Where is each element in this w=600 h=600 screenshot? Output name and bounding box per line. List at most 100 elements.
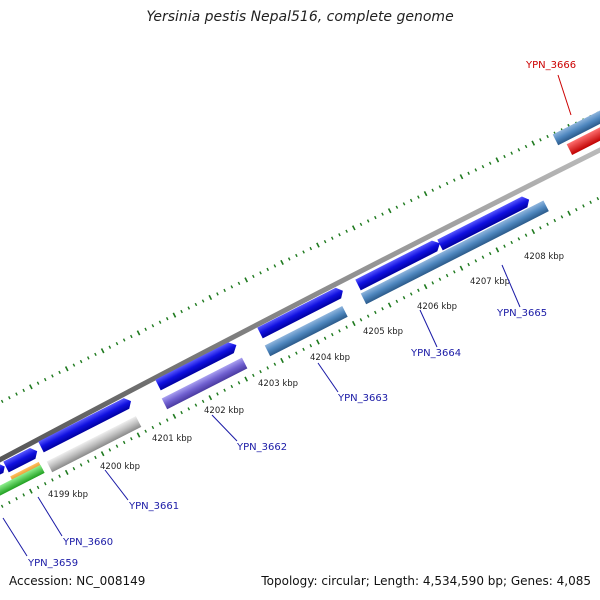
tick-mark (187, 407, 191, 411)
feature-ypn-3660-cds[interactable] (3, 446, 40, 473)
leader-line-ypn-3659 (2, 517, 28, 557)
genome-backbone (0, 147, 600, 463)
feature-ypn-3662-purple[interactable] (161, 357, 248, 410)
kbp-label: 4199 kbp (48, 490, 88, 500)
tick-mark (172, 413, 177, 419)
tick-mark (330, 236, 334, 240)
tick-mark (574, 207, 578, 212)
tick-mark (122, 440, 126, 445)
tick-mark (503, 244, 506, 248)
tick-mark (503, 154, 506, 159)
tick-mark (115, 444, 119, 448)
tick-mark (115, 341, 119, 346)
feature-ypn-3663-cds[interactable] (257, 285, 345, 339)
leader-line-ypn-3664 (419, 309, 438, 348)
feature-ypn-3666-red[interactable] (566, 117, 600, 155)
tick-mark (158, 320, 162, 324)
tick-mark (273, 362, 277, 366)
tick-mark (79, 463, 83, 467)
kbp-label: 4201 kbp (152, 434, 192, 444)
tick-mark (402, 296, 406, 300)
tick-mark (151, 425, 155, 430)
leader-line-ypn-3663 (317, 362, 339, 393)
tick-mark (216, 292, 219, 296)
tick-mark (86, 356, 90, 360)
gene-label-ypn-3666[interactable]: YPN_3666 (525, 60, 576, 71)
tick-mark (287, 355, 291, 359)
gene-label-ypn-3659[interactable]: YPN_3659 (27, 558, 78, 569)
leader-line-ypn-3666 (557, 74, 572, 116)
tick-mark (230, 285, 234, 289)
tick-mark (79, 359, 83, 364)
tick-mark (459, 174, 464, 180)
tick-mark (100, 451, 105, 457)
feature-ypn-3661-grey[interactable] (46, 416, 142, 473)
tick-mark (100, 348, 105, 354)
tick-mark (287, 257, 291, 261)
tick-mark (395, 299, 399, 304)
tick-mark (488, 161, 492, 165)
tick-mark (194, 403, 198, 407)
tick-mark (266, 366, 270, 370)
tick-mark (316, 339, 320, 345)
tick-mark (280, 259, 284, 266)
tick-mark (266, 267, 270, 272)
tick-mark (531, 228, 536, 235)
tick-mark (467, 262, 470, 267)
tick-mark (445, 181, 449, 186)
tick-mark (86, 459, 90, 463)
tick-mark (201, 299, 205, 303)
tick-mark (423, 284, 428, 290)
tick-mark (452, 178, 456, 182)
tick-mark (309, 246, 313, 251)
tick-mark (151, 324, 155, 328)
tick-mark (208, 395, 213, 401)
tick-mark (474, 168, 478, 172)
tick-mark (36, 485, 40, 490)
tick-marks (0, 111, 600, 508)
feature-ypn-3665-steel[interactable] (360, 200, 549, 305)
gene-label-ypn-3664[interactable]: YPN_3664 (410, 348, 461, 359)
tick-mark (165, 418, 169, 422)
tick-mark (244, 376, 249, 382)
tick-mark (208, 294, 213, 301)
tick-mark (144, 429, 148, 433)
feature-ypn-3666-steel[interactable] (552, 107, 600, 146)
tick-mark (531, 140, 536, 146)
kbp-label: 4206 kbp (417, 302, 457, 312)
tick-mark (108, 448, 112, 452)
tick-mark (517, 148, 521, 152)
tick-mark (252, 274, 255, 279)
gene-label-ypn-3662[interactable]: YPN_3662 (236, 442, 287, 453)
tick-mark (158, 422, 162, 426)
tick-mark (180, 309, 183, 314)
gene-label-ypn-3665[interactable]: YPN_3665 (496, 308, 547, 319)
feature-ypn-3664-cds[interactable] (355, 238, 442, 291)
gene-label-ypn-3661[interactable]: YPN_3661 (128, 501, 179, 512)
gene-label-leaders (2, 74, 572, 557)
tick-mark (474, 259, 478, 263)
tick-mark (316, 242, 320, 248)
gene-label-ypn-3663[interactable]: YPN_3663 (337, 393, 388, 404)
feature-ypn-3662-cds[interactable] (155, 340, 239, 391)
tick-mark (309, 344, 313, 348)
tick-mark (488, 251, 492, 256)
feature-ypn-3659-green[interactable] (0, 464, 45, 497)
tick-mark (302, 250, 305, 254)
gene-label-ypn-3660[interactable]: YPN_3660 (62, 537, 113, 548)
tick-mark (409, 292, 413, 296)
feature-ypn-3661-cds[interactable] (38, 396, 133, 453)
feature-ypn-3665-cds[interactable] (437, 194, 532, 251)
tick-mark (130, 437, 133, 441)
tick-mark (459, 265, 464, 271)
tick-mark (259, 271, 262, 275)
tick-mark (402, 202, 406, 206)
feature-ypn-3663-steel[interactable] (264, 306, 348, 357)
tick-mark (223, 388, 226, 392)
tick-mark (553, 218, 557, 223)
tick-mark (323, 239, 327, 244)
tick-mark (345, 325, 348, 329)
tick-mark (417, 195, 420, 199)
feature-ypn-3659-cds[interactable] (0, 462, 7, 477)
